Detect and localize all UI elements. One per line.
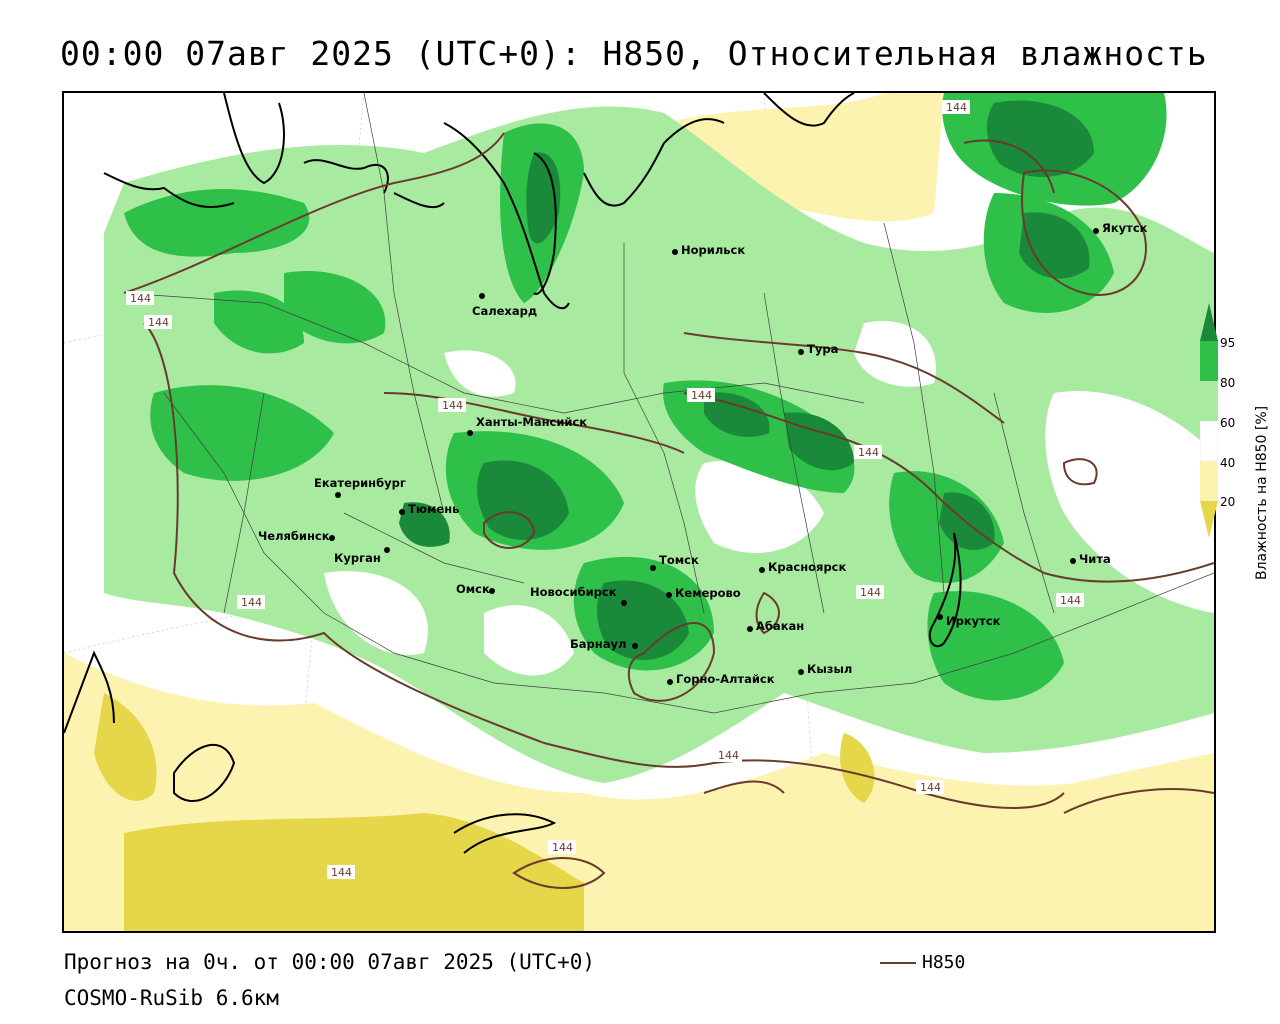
- city-novosibirsk: Новосибирск: [530, 585, 627, 606]
- colorbar-80-band: [1200, 341, 1218, 381]
- h850-line-swatch: [880, 961, 916, 964]
- svg-text:Тюмень: Тюмень: [408, 502, 459, 516]
- svg-text:Кызыл: Кызыл: [807, 662, 852, 676]
- colorbar-40-band: [1200, 420, 1218, 462]
- svg-text:144: 144: [860, 586, 881, 599]
- city-irkutsk: Иркутск: [937, 614, 1001, 628]
- svg-text:Омск: Омск: [456, 582, 490, 596]
- city-gorno-altaysk: Горно-Алтайск: [667, 672, 775, 686]
- city-omsk: Омск: [456, 582, 495, 596]
- city-tura: Тура: [798, 342, 838, 356]
- svg-text:Салехард: Салехард: [472, 304, 537, 318]
- page-title: 00:00 07авг 2025 (UTC+0): H850, Относите…: [60, 34, 1208, 73]
- humidity-map: 144 144 144 144 144 144 144 144 144 144 …: [64, 93, 1214, 931]
- city-khanty-mansiysk: Ханты-Мансийск: [467, 415, 587, 436]
- colorbar-tick-80: 80: [1220, 376, 1236, 390]
- svg-text:Иркутск: Иркутск: [946, 614, 1001, 628]
- svg-text:144: 144: [718, 749, 739, 762]
- svg-text:Кемерово: Кемерово: [675, 586, 741, 600]
- svg-text:144: 144: [946, 101, 967, 114]
- city-yekaterinburg: Екатеринбург: [314, 476, 406, 498]
- colorbar-tick-60: 60: [1220, 416, 1236, 430]
- svg-text:144: 144: [552, 841, 573, 854]
- svg-text:144: 144: [148, 316, 169, 329]
- city-kurgan: Курган: [334, 547, 390, 565]
- h850-contours: [123, 132, 1214, 889]
- colorbar-0-triangle: [1200, 501, 1218, 538]
- humid-area-95: [399, 100, 1094, 660]
- svg-text:Якутск: Якутск: [1102, 221, 1148, 235]
- svg-text:144: 144: [920, 781, 941, 794]
- model-caption: COSMO-RuSib 6.6км: [64, 986, 279, 1010]
- colorbar-20-band: [1200, 461, 1218, 501]
- svg-text:144: 144: [130, 292, 151, 305]
- svg-text:Горно-Алтайск: Горно-Алтайск: [676, 672, 775, 686]
- line-legend-label: H850: [922, 952, 966, 973]
- svg-text:Барнаул: Барнаул: [570, 637, 626, 651]
- city-yakutsk: Якутск: [1093, 221, 1148, 235]
- svg-text:Тура: Тура: [807, 342, 838, 356]
- colorbar: [1200, 303, 1218, 538]
- map-panel[interactable]: 144 144 144 144 144 144 144 144 144 144 …: [62, 91, 1216, 933]
- colorbar-tick-95: 95: [1220, 336, 1236, 350]
- svg-text:144: 144: [691, 389, 712, 402]
- svg-text:144: 144: [1060, 594, 1081, 607]
- colorbar-tick-20: 20: [1220, 495, 1236, 509]
- contour-labels: 144 144 144 144 144 144 144 144 144 144 …: [126, 100, 1084, 879]
- svg-text:Курган: Курган: [334, 551, 381, 565]
- svg-text:Ханты-Мансийск: Ханты-Мансийск: [476, 415, 587, 429]
- city-kemerovo: Кемерово: [666, 586, 741, 600]
- svg-text:Томск: Томск: [659, 553, 699, 567]
- svg-text:Екатеринбург: Екатеринбург: [314, 476, 406, 490]
- svg-text:144: 144: [241, 596, 262, 609]
- colorbar-60-band: [1200, 381, 1218, 421]
- city-chelyabinsk: Челябинск: [258, 529, 335, 543]
- svg-text:144: 144: [858, 446, 879, 459]
- svg-text:Абакан: Абакан: [756, 619, 804, 633]
- city-markers: Салехард Норильск Якутск Тура Ханты-Манс…: [258, 221, 1148, 686]
- city-barnaul: Барнаул: [570, 637, 638, 651]
- svg-text:Чита: Чита: [1079, 552, 1111, 566]
- svg-text:144: 144: [442, 399, 463, 412]
- svg-text:Новосибирск: Новосибирск: [530, 585, 617, 599]
- colorbar-title: Влажность на H850 [%]: [1254, 405, 1270, 580]
- city-salekhard: Салехард: [472, 293, 537, 318]
- admin-borders: [123, 93, 1214, 714]
- city-norilsk: Норильск: [672, 243, 745, 257]
- colorbar-tick-40: 40: [1220, 456, 1236, 470]
- city-abakan: Абакан: [747, 619, 804, 633]
- line-legend: H850: [880, 952, 965, 973]
- svg-text:144: 144: [331, 866, 352, 879]
- forecast-caption: Прогноз на 0ч. от 00:00 07авг 2025 (UTC+…: [64, 950, 596, 974]
- city-chita: Чита: [1070, 552, 1111, 566]
- coastlines: [64, 93, 962, 854]
- city-krasnoyarsk: Красноярск: [759, 560, 846, 574]
- city-kyzyl: Кызыл: [798, 662, 852, 676]
- svg-text:Норильск: Норильск: [681, 243, 745, 257]
- city-tyumen: Тюмень: [399, 502, 459, 516]
- svg-text:Челябинск: Челябинск: [258, 529, 330, 543]
- svg-text:Красноярск: Красноярск: [768, 560, 846, 574]
- city-tomsk: Томск: [650, 553, 699, 571]
- colorbar-95-triangle: [1200, 303, 1218, 341]
